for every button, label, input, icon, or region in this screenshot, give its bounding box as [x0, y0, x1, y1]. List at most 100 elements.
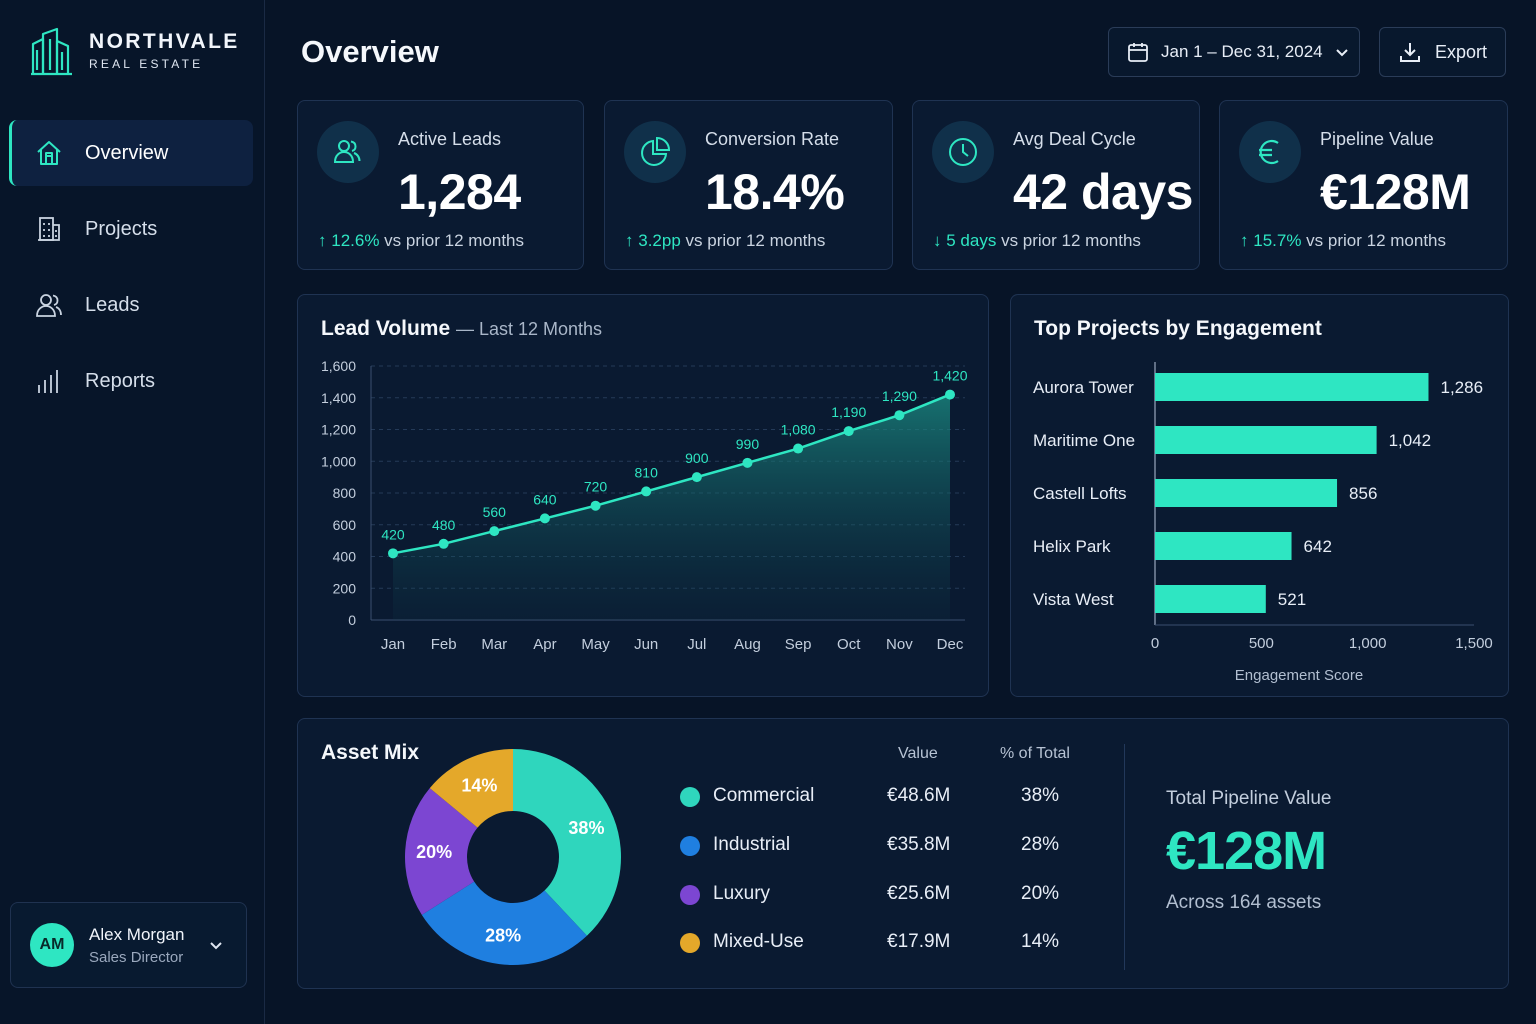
brand-subtitle: REAL ESTATE: [89, 57, 204, 71]
data-point: [539, 513, 550, 524]
sidebar-item-leads[interactable]: Leads: [9, 272, 253, 338]
x-tick-label: May: [581, 636, 610, 653]
data-label: 720: [584, 479, 608, 495]
pie-slice: [421, 881, 587, 965]
arrow-up-icon: ↑: [318, 231, 327, 250]
user-menu[interactable]: AM Alex Morgan Sales Director: [10, 902, 247, 988]
sidebar-item-label: Projects: [85, 217, 158, 240]
y-tick-label: 600: [333, 517, 357, 533]
asset-mix-row: Industrial €35.8M 28%: [680, 831, 1080, 861]
users-icon: [36, 294, 62, 317]
data-label: 1,190: [831, 404, 866, 420]
asset-mix-title: Asset Mix: [321, 741, 420, 764]
date-range-picker[interactable]: Jan 1 – Dec 31, 2024: [1108, 27, 1360, 77]
y-tick-label: 1,200: [321, 422, 356, 438]
total-pipeline-value: €128M: [1166, 821, 1327, 881]
sidebar-item-label: Reports: [85, 369, 156, 392]
pie-slice: [429, 749, 513, 828]
avatar: AM: [30, 923, 74, 967]
kpi-value: €128M: [1320, 164, 1471, 220]
building-icon: [38, 217, 60, 241]
sidebar-item-overview[interactable]: Overview: [9, 120, 253, 186]
data-label: 38%: [568, 818, 604, 838]
column-header-value: Value: [898, 745, 938, 762]
brand-name: NORTHVALE: [89, 30, 240, 53]
x-axis-label: Engagement Score: [1235, 667, 1363, 684]
y-tick-label: 0: [348, 612, 356, 628]
data-point: [691, 472, 702, 483]
x-tick-label: 0: [1151, 635, 1159, 652]
user-role: Sales Director: [89, 948, 184, 966]
date-range-label: Jan 1 – Dec 31, 2024: [1161, 42, 1323, 61]
data-label: 480: [432, 517, 456, 533]
arrow-up-icon: ↑: [625, 231, 634, 250]
calendar-icon: [1128, 43, 1148, 62]
total-pipeline-subtext: Across 164 assets: [1166, 892, 1322, 913]
x-tick-label: 500: [1249, 635, 1274, 652]
chevron-down-icon[interactable]: [208, 937, 224, 953]
brand[interactable]: NORTHVALE REAL ESTATE: [30, 26, 240, 76]
sidebar-item-label: Leads: [85, 293, 140, 316]
y-tick-label: 800: [333, 485, 357, 501]
top-projects-chart: Aurora Tower 1,286 Maritime One 1,042 Castel…: [1033, 362, 1493, 684]
data-label: 20%: [416, 842, 452, 862]
chevron-down-icon: [1335, 49, 1348, 57]
legend-swatch: [680, 787, 700, 807]
legend-swatch: [680, 933, 700, 953]
data-label: 1,420: [932, 368, 967, 384]
sidebar: NORTHVALE REAL ESTATE Overview Projects …: [0, 0, 265, 1024]
category-label: Vista West: [1033, 590, 1114, 609]
legend-swatch: [680, 885, 700, 905]
asset-mix-row: Mixed-Use €17.9M 14%: [680, 928, 1080, 958]
bar: [1155, 479, 1338, 507]
pie-slice: [513, 749, 621, 936]
data-point: [388, 548, 398, 559]
data-label: 28%: [485, 925, 521, 945]
data-point: [438, 538, 449, 549]
data-label: 1,290: [882, 388, 917, 404]
kpi-card-avg-deal-cycle: Avg Deal Cycle 42 days ↓ 5 days vs prior…: [912, 100, 1200, 270]
lead-volume-panel: Lead Volume — Last 12 Months 0 200 400 600 8…: [297, 294, 989, 697]
data-label: 642: [1304, 537, 1332, 556]
export-button[interactable]: Export: [1379, 27, 1506, 77]
kpi-label: Avg Deal Cycle: [1013, 129, 1136, 149]
x-tick-label: Apr: [533, 636, 556, 653]
category-label: Helix Park: [1033, 537, 1111, 556]
y-tick-label: 1,000: [321, 453, 356, 469]
clock-icon: [949, 138, 977, 166]
bar-chart-icon: [38, 370, 58, 393]
data-label: 560: [483, 504, 507, 520]
y-tick-label: 1,600: [321, 358, 356, 374]
sidebar-item-projects[interactable]: Projects: [9, 196, 253, 262]
bar: [1155, 532, 1292, 560]
asset-mix-donut-chart: 38% 28% 20% 14%: [405, 749, 621, 965]
data-label: 14%: [461, 776, 497, 796]
y-tick-label: 200: [333, 580, 357, 596]
data-point: [742, 457, 753, 468]
category-label: Maritime One: [1033, 431, 1135, 450]
sidebar-item-reports[interactable]: Reports: [9, 348, 253, 414]
data-label: 1,080: [781, 422, 816, 438]
data-label: 420: [381, 526, 405, 542]
sidebar-nav: Overview Projects Leads Reports: [9, 120, 253, 424]
x-tick-label: Aug: [734, 636, 761, 653]
x-tick-label: 1,000: [1349, 635, 1387, 652]
y-tick-label: 400: [333, 549, 357, 565]
export-label: Export: [1435, 41, 1488, 62]
data-point: [843, 426, 854, 437]
arrow-up-icon: ↑: [1240, 231, 1249, 250]
area-fill: [393, 394, 950, 620]
x-tick-label: Mar: [481, 636, 507, 653]
top-projects-title: Top Projects by Engagement: [1034, 317, 1322, 340]
asset-mix-row: Luxury €25.6M 20%: [680, 880, 1080, 910]
x-tick-label: Sep: [785, 636, 812, 653]
kpi-label: Pipeline Value: [1320, 129, 1434, 149]
category-label: Castell Lofts: [1033, 484, 1127, 503]
kpi-delta: ↓ 5 days vs prior 12 months: [933, 231, 1141, 250]
kpi-value: 1,284: [398, 164, 521, 220]
data-point: [894, 410, 905, 421]
data-label: 521: [1278, 590, 1306, 609]
users-icon: [333, 140, 361, 163]
x-tick-label: 1,500: [1455, 635, 1493, 652]
divider: [1124, 744, 1125, 970]
